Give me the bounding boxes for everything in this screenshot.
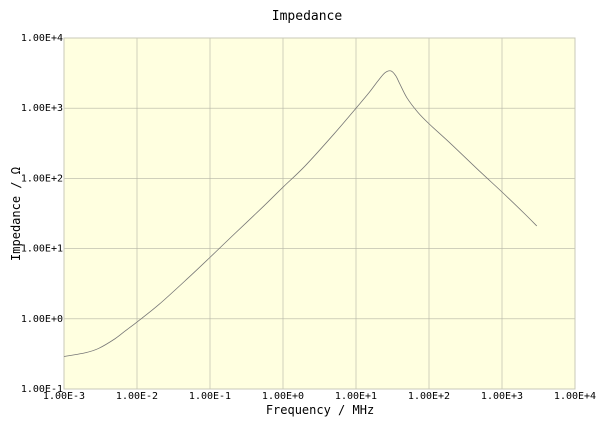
x-tick-label: 1.00E+4 bbox=[554, 391, 596, 402]
y-tick-label: 1.00E+1 bbox=[21, 244, 63, 255]
x-tick-label: 1.00E-3 bbox=[43, 391, 85, 402]
y-tick-label: 1.00E-1 bbox=[21, 384, 63, 395]
y-tick-label: 1.00E+0 bbox=[21, 314, 63, 325]
plot-frame bbox=[63, 37, 576, 390]
x-axis-ticks: 1.00E-3 1.00E-2 1.00E-1 1.00E+0 1.00E+1 1.00E… bbox=[43, 391, 596, 402]
y-tick-label: 1.00E+3 bbox=[21, 103, 63, 114]
x-tick-label: 1.00E-1 bbox=[189, 391, 231, 402]
y-tick-label: 1.00E+2 bbox=[21, 173, 63, 184]
chart-title: Impedance bbox=[272, 9, 343, 24]
x-tick-label: 1.00E+0 bbox=[262, 391, 304, 402]
y-axis-title: Impedance / Ω bbox=[9, 167, 23, 261]
x-tick-label: 1.00E+3 bbox=[481, 391, 523, 402]
x-tick-label: 1.00E+1 bbox=[335, 391, 377, 402]
x-tick-label: 1.00E+2 bbox=[408, 391, 450, 402]
x-axis-title: Frequency / MHz bbox=[266, 403, 374, 417]
y-tick-label: 1.00E+4 bbox=[21, 33, 63, 44]
plot-area bbox=[64, 38, 575, 389]
y-axis-ticks: 1.00E-1 1.00E+0 1.00E+1 1.00E+2 1.00E+3 1.00E… bbox=[21, 33, 63, 395]
series-line-impedance bbox=[63, 70, 538, 357]
x-tick-label: 1.00E-2 bbox=[116, 391, 158, 402]
